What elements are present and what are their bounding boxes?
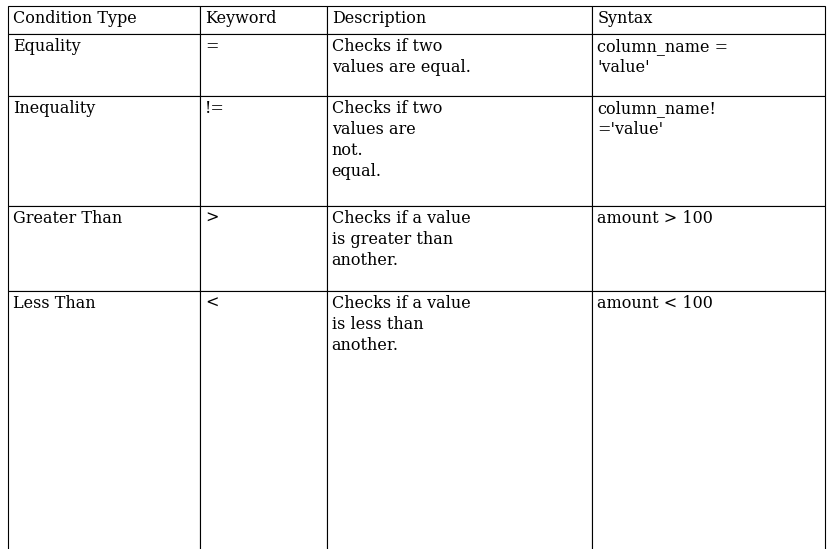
Bar [200,206,327,291]
Text: Checks if a value
is greater than
another.: Checks if a value is greater than anothe… [332,210,471,269]
Text: Less Than: Less Than [13,295,96,312]
Bar [592,291,825,549]
Bar [8,34,200,96]
Bar [8,6,200,34]
Bar [8,291,200,549]
Text: column_name!
='value': column_name! ='value' [597,100,716,138]
Bar [200,96,327,206]
Text: column_name =
'value': column_name = 'value' [597,38,728,76]
Bar [327,291,592,549]
Bar [8,206,200,291]
Text: amount > 100: amount > 100 [597,210,713,227]
Bar [200,291,327,549]
Bar [327,6,592,34]
Bar [200,34,327,96]
Text: Description: Description [332,10,426,27]
Bar [592,34,825,96]
Bar [592,206,825,291]
Text: =: = [205,38,218,55]
Bar [200,6,327,34]
Text: Syntax: Syntax [597,10,652,27]
Text: !=: != [205,100,225,117]
Text: amount < 100: amount < 100 [597,295,713,312]
Text: Checks if two
values are
not.
equal.: Checks if two values are not. equal. [332,100,442,180]
Bar [592,6,825,34]
Bar [327,206,592,291]
Text: <: < [205,295,218,312]
Text: Inequality: Inequality [13,100,95,117]
Text: Keyword: Keyword [205,10,277,27]
Text: >: > [205,210,218,227]
Bar [8,96,200,206]
Text: Greater Than: Greater Than [13,210,122,227]
Bar [327,96,592,206]
Text: Checks if two
values are equal.: Checks if two values are equal. [332,38,471,76]
Text: Equality: Equality [13,38,81,55]
Bar [327,34,592,96]
Text: Checks if a value
is less than
another.: Checks if a value is less than another. [332,295,471,354]
Text: Condition Type: Condition Type [13,10,137,27]
Bar [592,96,825,206]
